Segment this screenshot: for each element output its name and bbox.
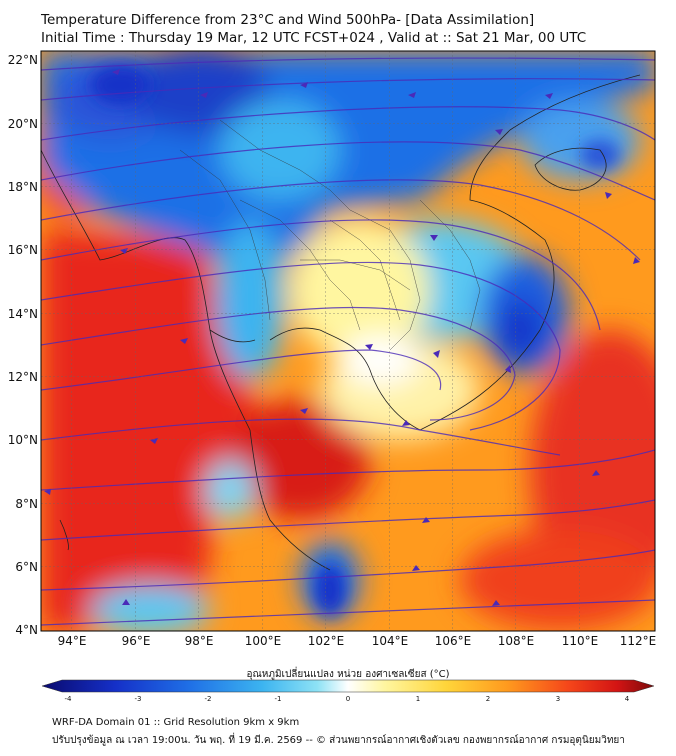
map-gridlines — [41, 51, 655, 631]
colorbar-tick: 3 — [556, 695, 560, 703]
colorbar-label: อุณหภูมิเปลี่ยนแปลง หน่วย องศาเซลเซียส (… — [246, 666, 449, 680]
lat-label: 10°N — [8, 433, 38, 447]
lat-label: 16°N — [8, 243, 38, 257]
lon-label: 102°E — [308, 634, 345, 648]
lon-label: 108°E — [498, 634, 535, 648]
colorbar-tick: -4 — [65, 695, 73, 703]
lat-label: 12°N — [8, 370, 38, 384]
colorbar-tick: 1 — [416, 695, 420, 703]
lon-label: 106°E — [435, 634, 472, 648]
lat-label: 18°N — [8, 180, 38, 194]
lat-label: 4°N — [15, 623, 38, 637]
colorbar-tick: 4 — [625, 695, 630, 703]
colorbar-tick: 2 — [486, 695, 490, 703]
lat-label: 20°N — [8, 117, 38, 131]
lat-label: 8°N — [15, 497, 38, 511]
colorbar-tick: -2 — [205, 695, 212, 703]
colorbar-ticks: -4 -3 -2 -1 0 1 2 3 4 — [65, 695, 630, 703]
lat-label: 22°N — [8, 53, 38, 67]
lon-label: 96°E — [122, 634, 151, 648]
latitude-labels: 22°N 20°N 18°N 16°N 14°N 12°N 10°N 8°N 6… — [8, 53, 38, 637]
map-subtitle: Initial Time : Thursday 19 Mar, 12 UTC F… — [41, 30, 587, 46]
temperature-field — [41, 51, 655, 631]
map-title: Temperature Difference from 23°C and Win… — [41, 12, 535, 28]
colorbar-tick: -1 — [275, 695, 282, 703]
lon-label: 98°E — [185, 634, 214, 648]
wind-arrows — [44, 69, 640, 606]
colorbar-tick: 0 — [346, 695, 350, 703]
lon-label: 112°E — [620, 634, 657, 648]
wind-streamlines — [41, 57, 655, 626]
colorbar-tick: -3 — [135, 695, 142, 703]
lon-label: 94°E — [58, 634, 87, 648]
lon-label: 100°E — [245, 634, 282, 648]
map-frame — [40, 50, 656, 632]
colorbar — [41, 679, 655, 693]
footer-credit: ปรับปรุงข้อมูล ณ เวลา 19:00น. วัน พฤ. ที… — [52, 735, 625, 746]
footer-model-info: WRF-DA Domain 01 :: Grid Resolution 9km … — [52, 717, 300, 728]
lon-label: 110°E — [562, 634, 599, 648]
lat-label: 14°N — [8, 307, 38, 321]
lon-label: 104°E — [372, 634, 409, 648]
lat-label: 6°N — [15, 560, 38, 574]
longitude-labels: 94°E 96°E 98°E 100°E 102°E 104°E 106°E 1… — [58, 634, 657, 648]
